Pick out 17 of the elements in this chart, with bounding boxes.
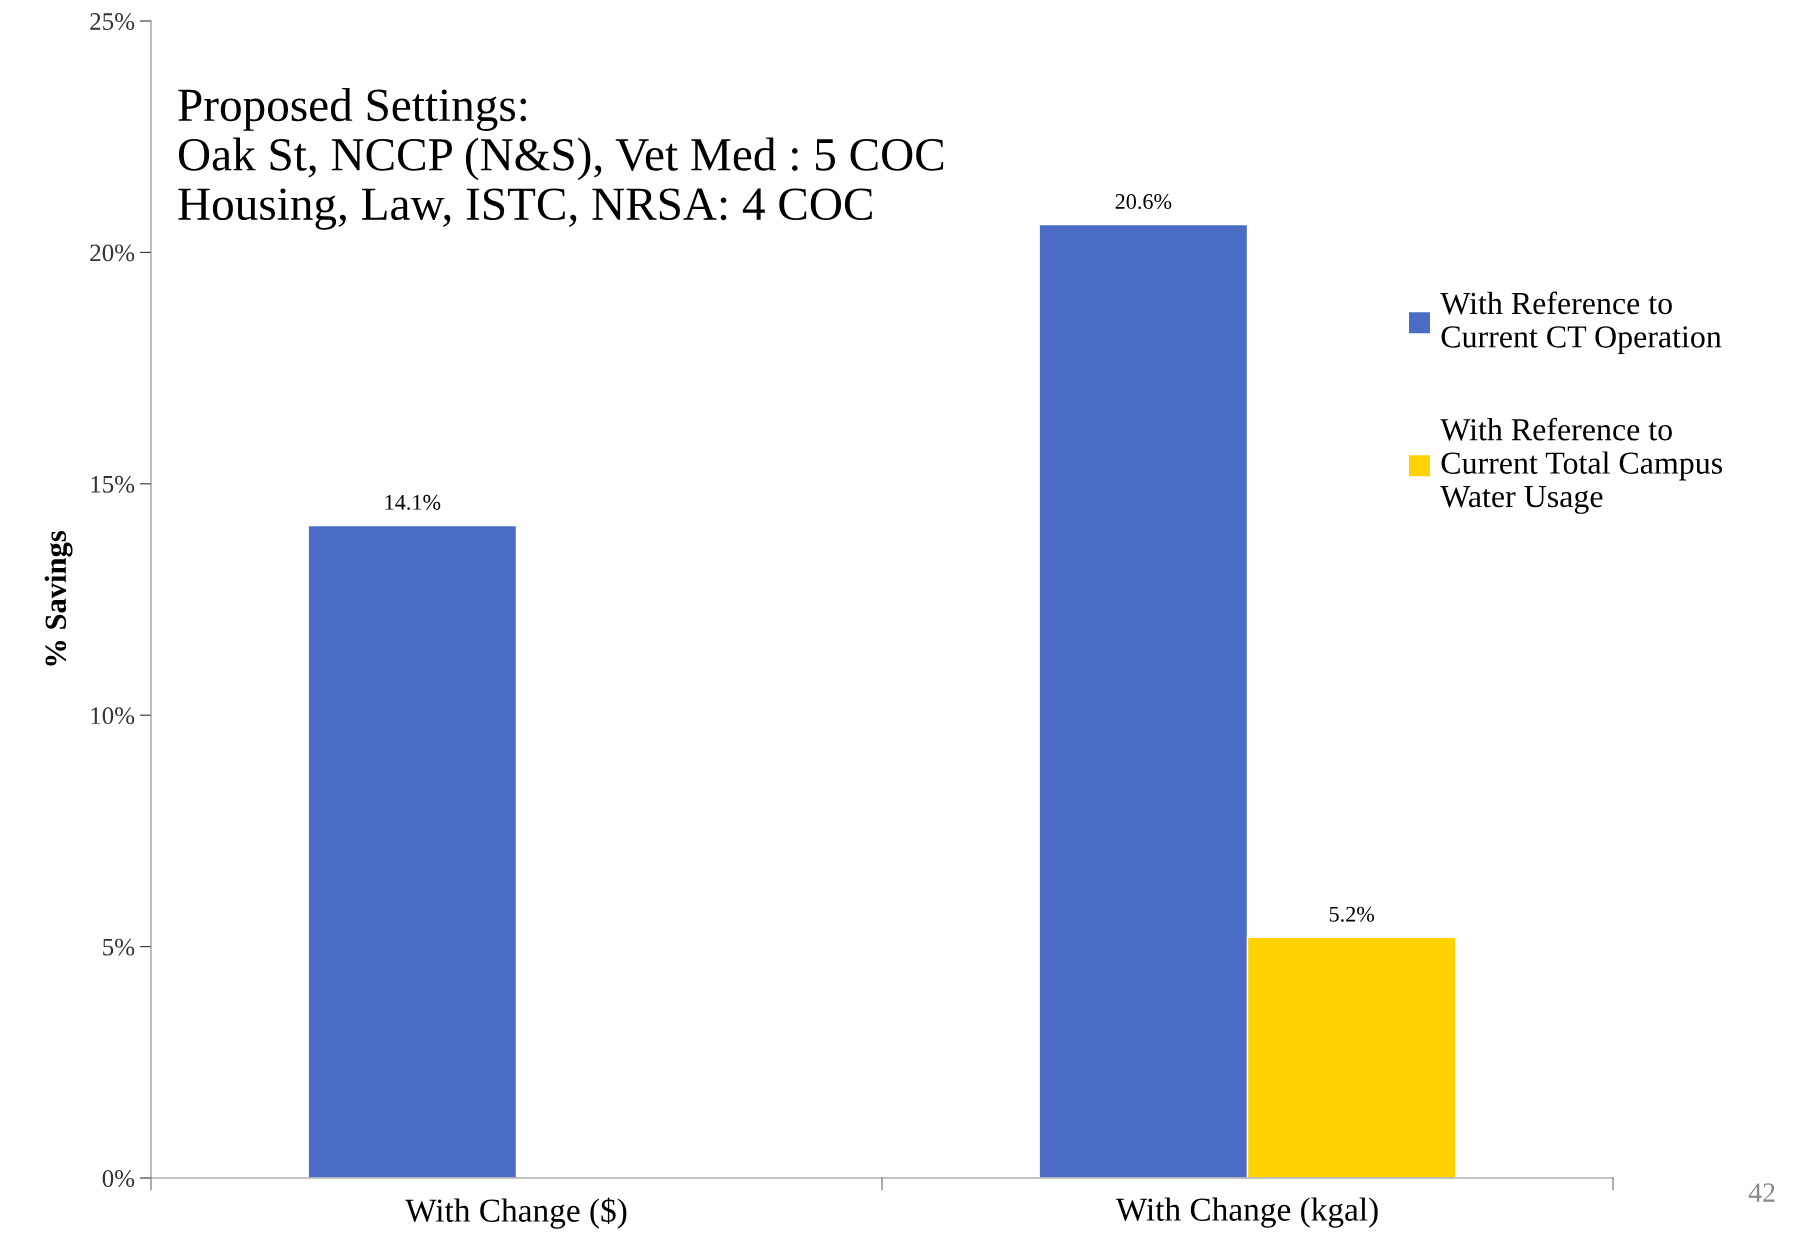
bar [307,524,518,1178]
y-tick-label: 20% [90,244,135,262]
y-axis-title: % Savings [44,531,73,666]
legend-label: With Reference to Current CT Operation [1440,291,1722,355]
data-label: 14.1% [385,494,441,510]
data-label: 20.6% [1115,194,1172,210]
legend-label: With Reference to Current Total Campus Water Usage [1440,417,1722,514]
y-tick-label: 0% [102,1170,135,1187]
y-tick-label: 10% [91,707,135,725]
annotation: Proposed Settings: Oak St, NCCP (N&S), Vet Med : 5 COC Housing, Law, ISTC, NRSA: 4 COC [178,88,944,230]
text: 42 [1748,1183,1775,1202]
y-tick-label: 25% [90,13,135,30]
x-tick-label: With Change ($) [405,1197,627,1229]
y-tick-label: 15% [91,475,135,493]
data-label: 5.2% [1329,906,1375,922]
x-tick-label: With Change (kgal) [1115,1197,1378,1228]
y-tick-label: 5% [103,938,135,956]
